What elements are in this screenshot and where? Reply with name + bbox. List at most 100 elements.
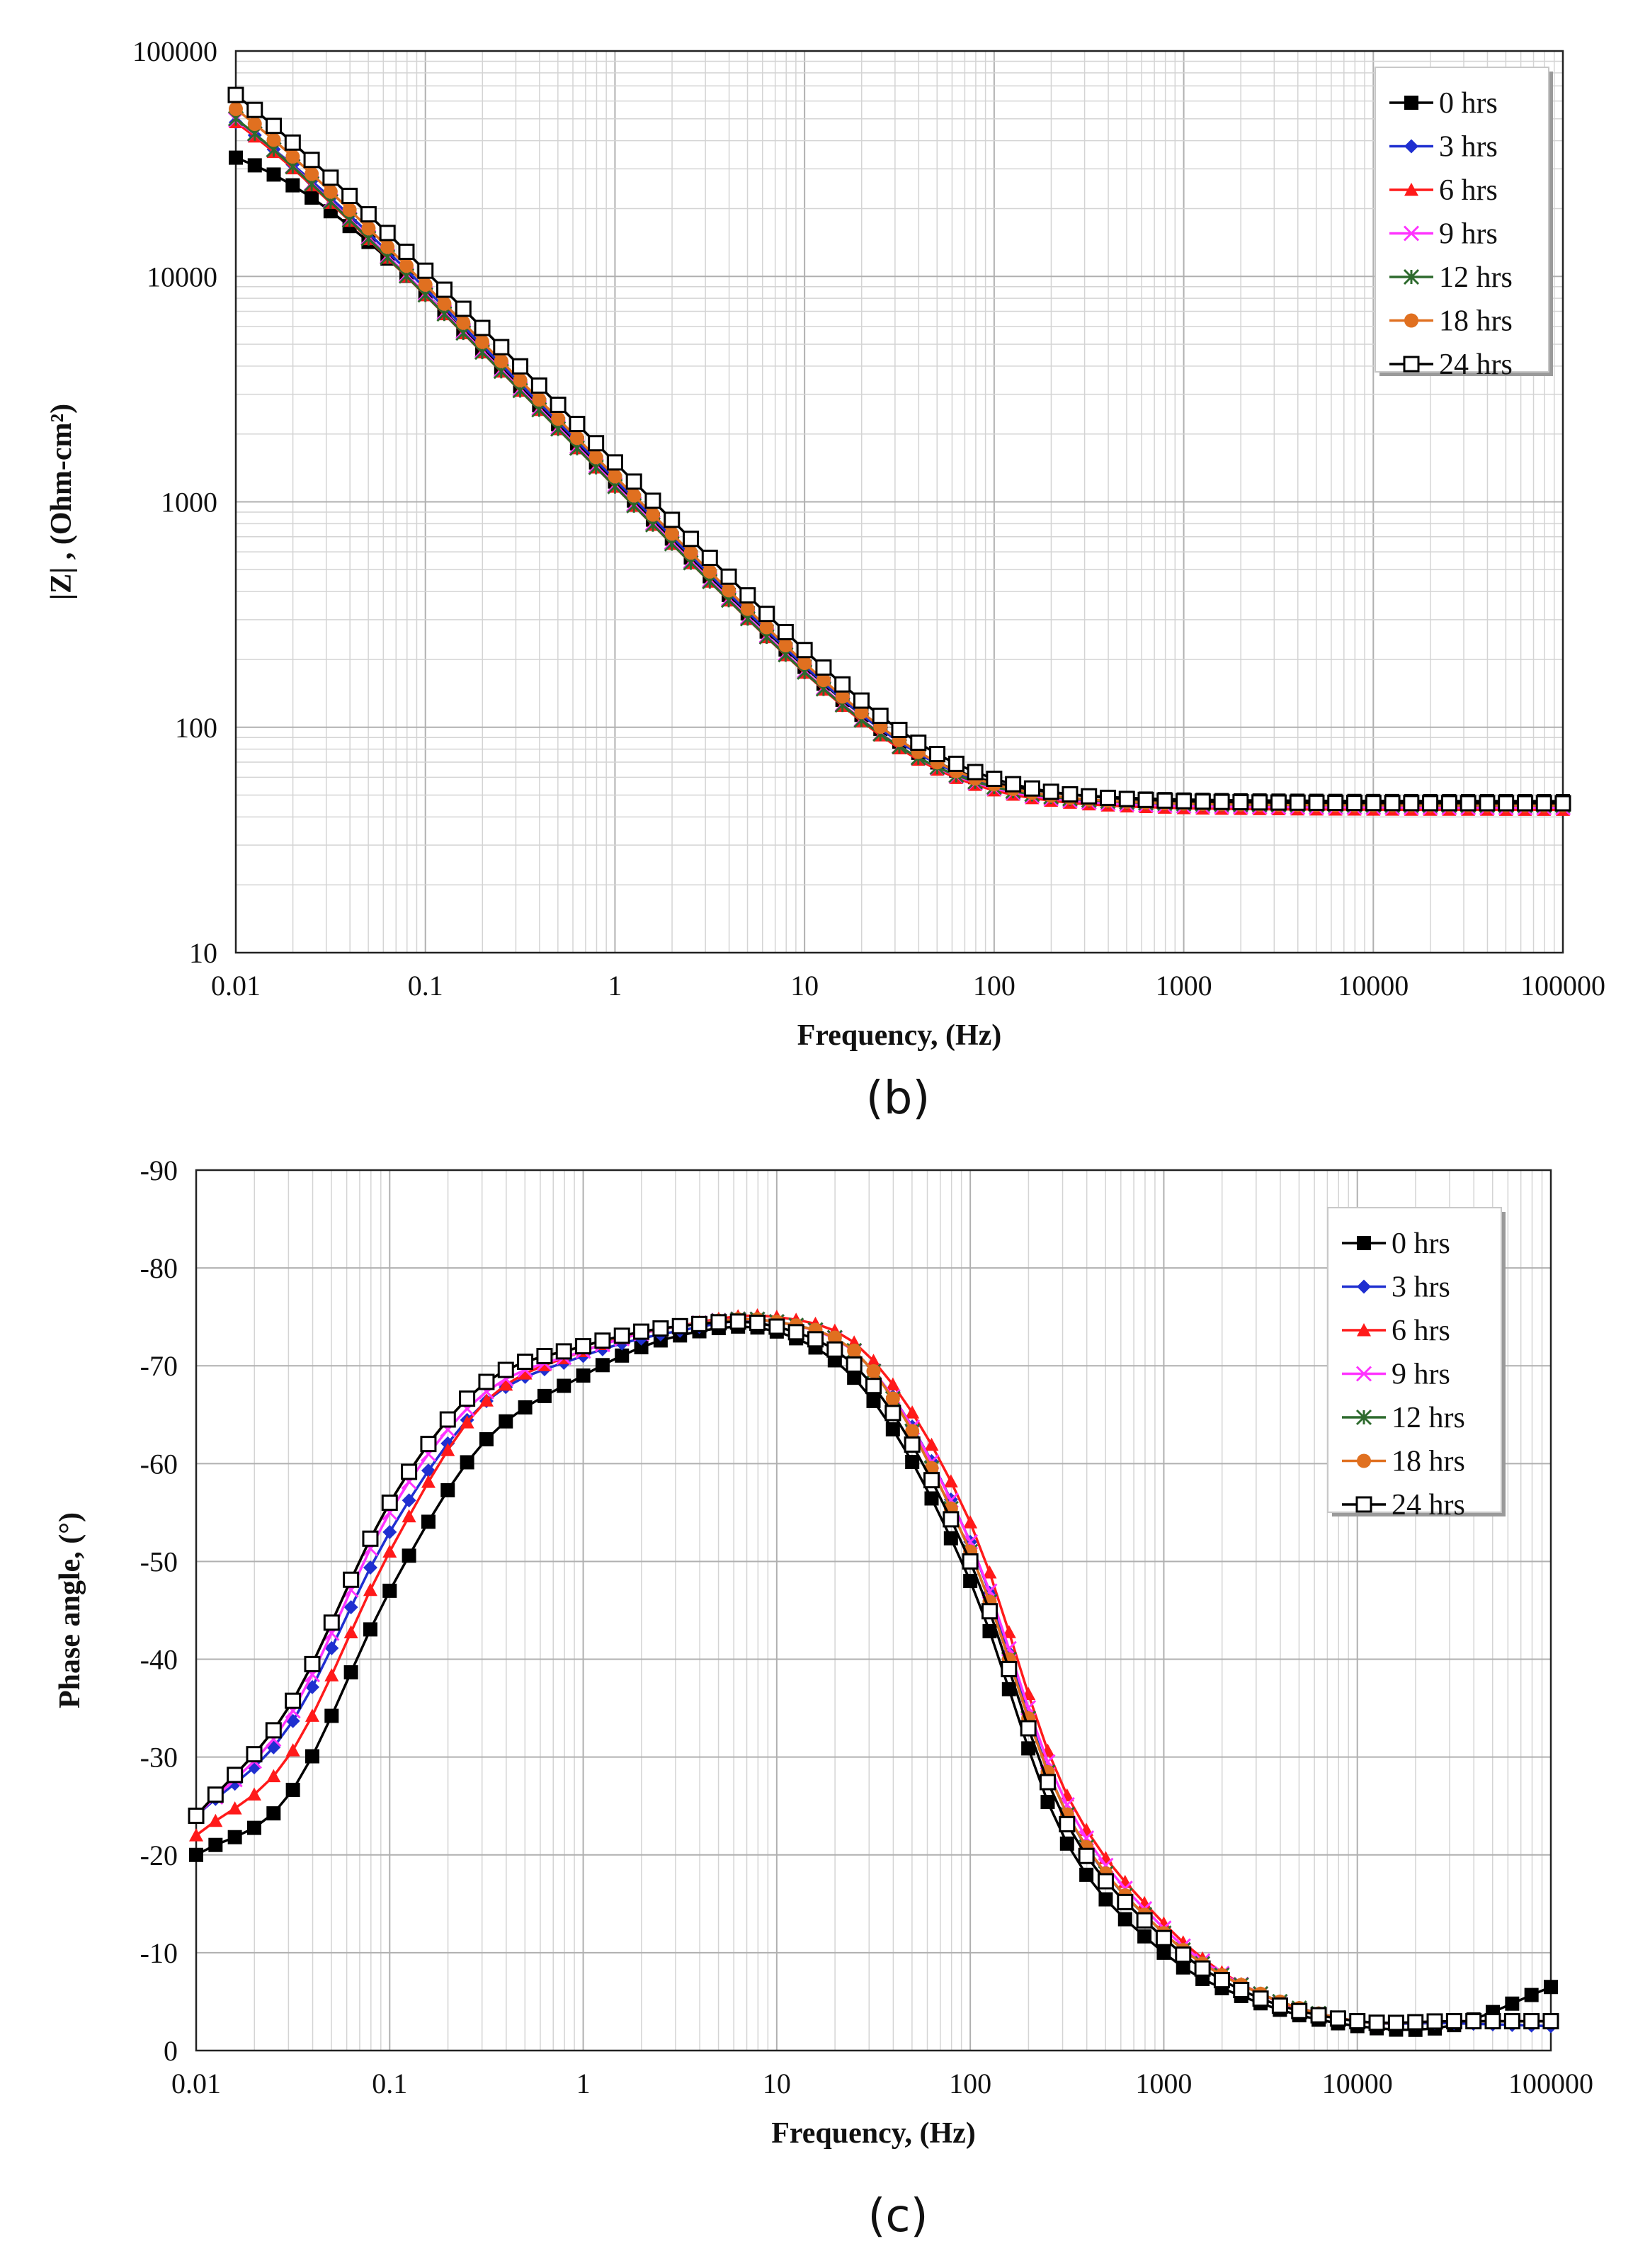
data-point	[885, 1391, 900, 1406]
data-point	[826, 1341, 843, 1358]
data-point	[1081, 788, 1098, 805]
legend-item: 24 hrs	[1342, 1489, 1465, 1521]
data-point	[227, 1767, 244, 1784]
data-point	[701, 550, 718, 567]
data-point	[285, 1782, 300, 1797]
y-axis-title: Phase angle, (°)	[54, 1512, 86, 1708]
y-tick-label: 10000	[147, 261, 217, 293]
x-tick-label: 10	[763, 2068, 791, 2099]
data-point	[417, 262, 434, 279]
data-point	[440, 1443, 455, 1456]
data-point	[664, 526, 679, 541]
data-point	[189, 1847, 203, 1862]
data-point	[1079, 1867, 1094, 1882]
data-point	[402, 1548, 416, 1563]
data-point	[710, 1314, 727, 1331]
series-12-hrs	[227, 110, 1571, 814]
data-point	[1384, 795, 1401, 812]
data-point	[530, 377, 547, 394]
legend-marker	[1357, 1453, 1371, 1468]
data-point	[885, 1377, 900, 1391]
data-point	[1365, 795, 1382, 812]
data-point	[702, 564, 717, 579]
y-tick-label: 100	[175, 712, 217, 744]
legend-item: 24 hrs	[1389, 348, 1513, 381]
data-point	[787, 1324, 804, 1341]
data-point	[459, 1390, 476, 1407]
series-9-hrs	[227, 111, 1571, 816]
data-point	[421, 1475, 436, 1488]
data-point	[1542, 2013, 1559, 2030]
legend-item: 0 hrs	[1389, 87, 1498, 120]
legend-item: 18 hrs	[1389, 305, 1513, 338]
data-point	[399, 259, 414, 273]
caption-b: (b)	[866, 1072, 931, 1125]
data-point	[532, 392, 547, 407]
y-tick-label: 10	[189, 937, 217, 969]
data-point	[1021, 1741, 1036, 1756]
x-tick-label: 1	[608, 970, 622, 1002]
data-point	[625, 473, 642, 490]
data-point	[1544, 1980, 1558, 1995]
data-point	[595, 1358, 610, 1373]
data-point	[380, 239, 395, 254]
data-point	[1136, 1912, 1153, 1929]
data-point	[305, 190, 319, 205]
data-point	[1271, 1997, 1288, 2014]
data-point	[683, 545, 698, 560]
data-point	[517, 1354, 534, 1371]
data-point	[512, 358, 529, 375]
data-point	[1001, 1682, 1016, 1696]
data-point	[1023, 780, 1040, 797]
data-point	[323, 1614, 340, 1631]
data-point	[1291, 2002, 1308, 2019]
data-point	[924, 1491, 939, 1506]
data-point	[613, 1327, 630, 1344]
data-point	[963, 1515, 978, 1529]
data-point	[1346, 795, 1363, 812]
data-point	[1156, 1945, 1171, 1960]
data-point	[304, 1655, 321, 1672]
data-point	[246, 1746, 263, 1763]
data-point	[460, 1455, 474, 1470]
y-tick-label: 1000	[161, 487, 217, 518]
data-point	[739, 587, 756, 604]
legend-label: 18 hrs	[1439, 305, 1513, 338]
data-point	[1426, 2013, 1443, 2030]
data-point	[853, 692, 870, 709]
data-point	[923, 1472, 940, 1489]
legend-label: 0 hrs	[1439, 87, 1498, 120]
legend-item: 12 hrs	[1342, 1402, 1465, 1434]
data-point	[1484, 2013, 1501, 2030]
data-point	[229, 150, 243, 165]
legend-item: 6 hrs	[1389, 174, 1498, 207]
data-point	[266, 118, 283, 135]
data-point	[1097, 1873, 1114, 1890]
data-point	[266, 1806, 281, 1821]
data-point	[266, 132, 281, 147]
plot-frame	[195, 1169, 1552, 2052]
legend-item: 9 hrs	[1389, 218, 1498, 251]
data-point	[551, 412, 566, 426]
data-point	[1422, 795, 1439, 812]
data-point	[1078, 1847, 1095, 1864]
x-tick-label: 0.01	[171, 2068, 221, 2099]
data-point	[569, 416, 586, 433]
data-point	[284, 134, 301, 151]
legend-marker	[1404, 183, 1418, 196]
legend-marker	[1357, 1323, 1371, 1337]
data-point	[266, 167, 281, 182]
data-point	[208, 1813, 223, 1827]
series-0-hrs	[229, 150, 1570, 809]
data-point	[1155, 1929, 1172, 1946]
data-point	[847, 1343, 862, 1358]
legend-label: 3 hrs	[1439, 131, 1498, 164]
data-point	[1498, 795, 1515, 812]
data-point	[418, 277, 433, 292]
data-point	[478, 1373, 495, 1390]
data-point	[379, 225, 396, 242]
data-point	[493, 339, 510, 356]
legend-item: 3 hrs	[1389, 131, 1498, 164]
data-point	[360, 206, 377, 223]
legend-marker	[1355, 1496, 1372, 1513]
